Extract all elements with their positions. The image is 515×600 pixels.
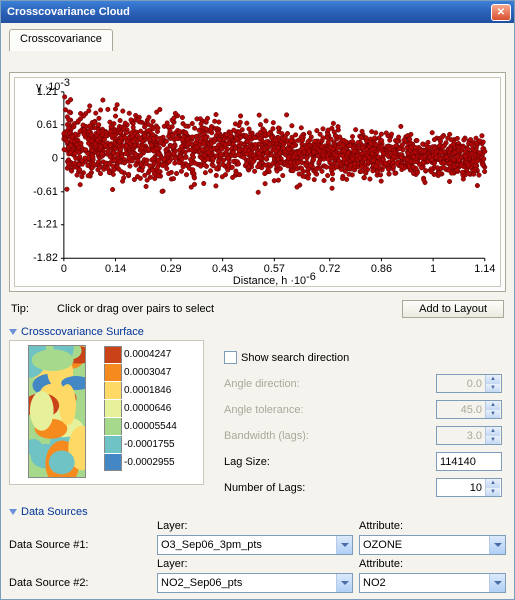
show-search-row: Show search direction: [224, 346, 502, 369]
svg-text:-0.61: -0.61: [33, 186, 58, 198]
tab-panel: γ ·10-3-1.82-1.21-0.6100.611.2100.140.29…: [9, 72, 506, 292]
window-content: Crosscovariance γ ·10-3-1.82-1.21-0.6100…: [1, 23, 514, 599]
spinner-down: ▼: [486, 384, 500, 393]
lag-size-label: Lag Size:: [224, 456, 436, 468]
data-source-2-label: Data Source #2:: [9, 577, 151, 589]
num-lags-input[interactable]: ▲▼: [436, 478, 502, 497]
spinner-down[interactable]: ▼: [486, 488, 500, 497]
lag-size-input[interactable]: [436, 452, 502, 471]
titlebar[interactable]: Crosscovariance Cloud ✕: [1, 1, 514, 23]
svg-text:0.72: 0.72: [319, 263, 340, 275]
svg-text:1.21: 1.21: [37, 86, 58, 98]
svg-text:0.43: 0.43: [212, 263, 233, 275]
angle-direction-input: ▲▼: [436, 374, 502, 393]
scatter-chart[interactable]: γ ·10-3-1.82-1.21-0.6100.611.2100.140.29…: [14, 77, 501, 287]
data-sources-grid: Layer: Attribute: Data Source #1: O3_Sep…: [9, 520, 506, 593]
tip-label: Tip:: [11, 303, 57, 315]
svg-text:0.61: 0.61: [37, 119, 58, 131]
tip-text: Click or drag over pairs to select: [57, 303, 402, 315]
data-source-2-attr-combo[interactable]: NO2: [359, 573, 506, 593]
angle-tolerance-label: Angle tolerance:: [224, 404, 436, 416]
crosscovariance-window: Crosscovariance Cloud ✕ Crosscovariance …: [0, 0, 515, 600]
angle-direction-label: Angle direction:: [224, 378, 436, 390]
dropdown-icon[interactable]: [489, 536, 505, 554]
layer-header: Layer:: [157, 520, 353, 532]
svg-text:-1.82: -1.82: [33, 252, 58, 264]
svg-text:1.14: 1.14: [474, 263, 495, 275]
data-sources-heading[interactable]: Data Sources: [9, 506, 506, 518]
close-button[interactable]: ✕: [491, 4, 511, 21]
surface-panel: 0.00042470.00030470.00018460.00006460.00…: [9, 340, 204, 485]
surface-heading[interactable]: Crosscovariance Surface: [9, 326, 506, 338]
surface-row: 0.00042470.00030470.00018460.00006460.00…: [9, 340, 506, 502]
angle-tolerance-input: ▲▼: [436, 400, 502, 419]
svg-text:0: 0: [61, 263, 67, 275]
num-lags-label: Number of Lags:: [224, 482, 436, 494]
window-title: Crosscovariance Cloud: [7, 6, 491, 18]
spinner-up: ▲: [486, 375, 500, 384]
svg-text:0: 0: [52, 152, 58, 164]
show-search-label: Show search direction: [241, 352, 349, 364]
bandwidth-label: Bandwidth (lags):: [224, 430, 436, 442]
add-to-layout-button[interactable]: Add to Layout: [402, 300, 504, 318]
svg-text:0.14: 0.14: [105, 263, 126, 275]
svg-text:1: 1: [430, 263, 436, 275]
surface-image[interactable]: [28, 345, 86, 478]
svg-text:0.57: 0.57: [264, 263, 285, 275]
dropdown-icon[interactable]: [336, 536, 352, 554]
tab-crosscovariance[interactable]: Crosscovariance: [9, 29, 113, 51]
show-search-checkbox[interactable]: [224, 351, 237, 364]
tab-strip: Crosscovariance: [9, 29, 506, 51]
data-source-2-layer-combo[interactable]: NO2_Sep06_pts: [157, 573, 353, 593]
svg-text:0.86: 0.86: [371, 263, 392, 275]
dropdown-icon[interactable]: [489, 574, 505, 592]
svg-text:-1.21: -1.21: [33, 219, 58, 231]
collapse-icon: [9, 329, 17, 335]
spinner-up[interactable]: ▲: [486, 479, 500, 488]
collapse-icon: [9, 509, 17, 515]
bandwidth-input: ▲▼: [436, 426, 502, 445]
data-source-1-attr-combo[interactable]: OZONE: [359, 535, 506, 555]
attribute-header: Attribute:: [359, 520, 506, 532]
surface-legend: 0.00042470.00030470.00018460.00006460.00…: [104, 345, 199, 480]
svg-text:0.29: 0.29: [160, 263, 181, 275]
data-source-1-layer-combo[interactable]: O3_Sep06_3pm_pts: [157, 535, 353, 555]
data-source-1-label: Data Source #1:: [9, 539, 151, 551]
search-panel: Show search direction Angle direction: ▲…: [204, 340, 506, 502]
dropdown-icon[interactable]: [336, 574, 352, 592]
tip-row: Tip: Click or drag over pairs to select …: [11, 300, 504, 318]
